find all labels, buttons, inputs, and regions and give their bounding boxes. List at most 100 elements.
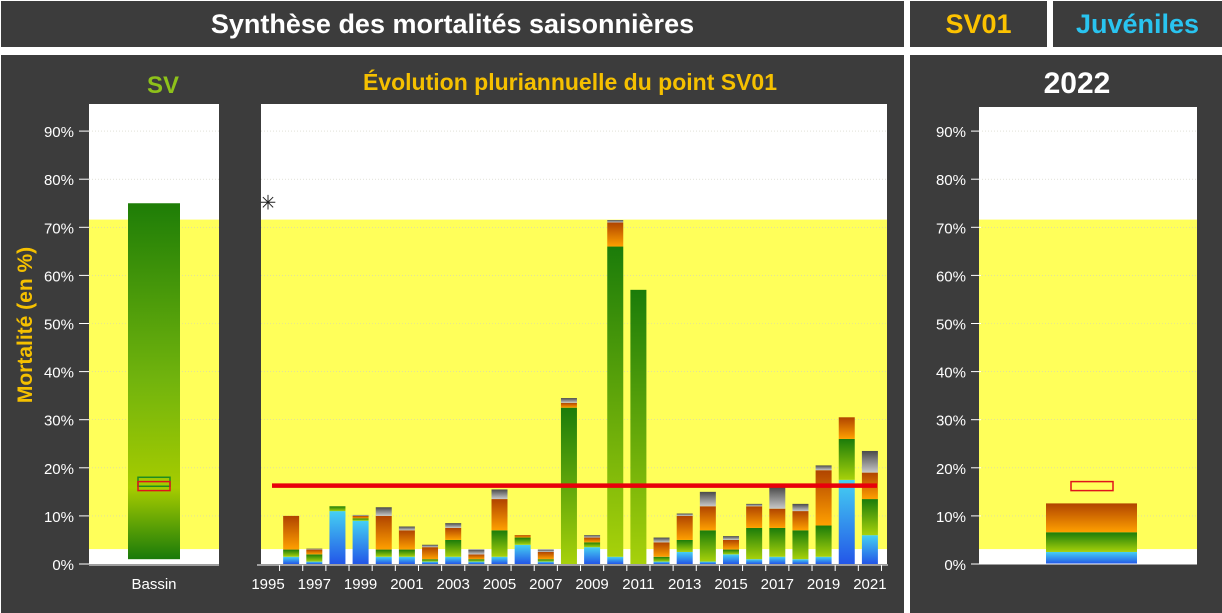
x-tick-label: 2019 bbox=[807, 576, 840, 593]
yellow-band-2 bbox=[979, 219, 1197, 550]
bar-2010-segment-0 bbox=[607, 556, 624, 564]
bar-2000-segment-1 bbox=[375, 549, 392, 557]
bar-2015-segment-3 bbox=[723, 536, 739, 540]
bar-1999-segment-1 bbox=[352, 518, 369, 521]
bar-2005-segment-2 bbox=[491, 499, 508, 531]
bar-2001-segment-0 bbox=[398, 556, 415, 564]
bar-2019-segment-2 bbox=[815, 470, 832, 526]
stage-box: Juvéniles bbox=[1053, 1, 1222, 47]
year-bar-segment-1 bbox=[1046, 532, 1137, 552]
y-tick-label: 40% bbox=[44, 365, 74, 382]
bar-2008-segment-2 bbox=[560, 402, 577, 408]
bar-2019-segment-3 bbox=[815, 465, 832, 471]
header-title-box: Synthèse des mortalités saisonnières bbox=[1, 1, 904, 47]
bar-2003-segment-0 bbox=[445, 556, 462, 564]
bar-2003-segment-2 bbox=[445, 527, 462, 540]
y-tick-label: 90% bbox=[44, 124, 74, 141]
bar-2009-segment-0 bbox=[584, 547, 601, 564]
x-tick-label: 2013 bbox=[668, 576, 701, 593]
site-code: SV01 bbox=[945, 8, 1012, 39]
bar-2010-segment-3 bbox=[607, 220, 624, 223]
bar-2003-segment-3 bbox=[445, 523, 462, 528]
bar-1997-segment-0 bbox=[306, 561, 323, 564]
bar-2018-segment-3 bbox=[792, 503, 809, 512]
life-stage: Juvéniles bbox=[1075, 8, 1200, 39]
history-chart-title: Évolution pluriannuelle du point SV01 bbox=[363, 68, 777, 95]
bar-2005-segment-0 bbox=[491, 556, 508, 564]
bar-2015-segment-1 bbox=[723, 549, 739, 555]
bassin-bar bbox=[128, 203, 180, 560]
bar-2006-segment-1 bbox=[514, 537, 531, 545]
bar-2005-segment-3 bbox=[491, 489, 508, 500]
bar-2012-segment-3 bbox=[653, 537, 670, 543]
x-tick-label: 1995 bbox=[251, 576, 284, 593]
y-tick-label: 80% bbox=[936, 172, 966, 189]
bar-2015-segment-0 bbox=[723, 554, 739, 564]
bar-2004-segment-3 bbox=[468, 549, 485, 555]
y-tick-label: 20% bbox=[936, 461, 966, 478]
bar-2017-segment-0 bbox=[769, 556, 786, 564]
bar-2009-segment-3 bbox=[584, 535, 601, 538]
bar-2014-segment-1 bbox=[699, 530, 716, 562]
bar-2018-segment-1 bbox=[792, 530, 809, 560]
bar-1999-segment-2 bbox=[352, 515, 369, 519]
bar-2017-segment-2 bbox=[769, 508, 786, 528]
bar-2007-segment-3 bbox=[537, 549, 554, 552]
x-tick-label: 2017 bbox=[761, 576, 794, 593]
bar-2001-segment-1 bbox=[398, 549, 415, 557]
year-red-marker bbox=[1070, 480, 1114, 492]
bar-2016-segment-3 bbox=[746, 503, 763, 507]
bar-2013-segment-2 bbox=[676, 515, 693, 540]
bar-2012-segment-1 bbox=[653, 556, 670, 562]
y-tick-label: 20% bbox=[44, 461, 74, 478]
y-tick-label: 10% bbox=[936, 509, 966, 526]
bar-2020-segment-0 bbox=[838, 479, 855, 564]
y-tick-label: 80% bbox=[44, 172, 74, 189]
y-tick-label: 30% bbox=[44, 413, 74, 430]
bar-2015-segment-2 bbox=[723, 539, 739, 550]
y-tick-label: 0% bbox=[52, 557, 74, 574]
x-tick-label: 2007 bbox=[529, 576, 562, 593]
x-tick-label: 2005 bbox=[483, 576, 516, 593]
bar-2004-segment-1 bbox=[468, 559, 485, 562]
bar-2005-segment-1 bbox=[491, 530, 508, 557]
y-tick-label: 0% bbox=[944, 557, 966, 574]
y-tick-label: 50% bbox=[936, 317, 966, 334]
x-tick-label: 2001 bbox=[390, 576, 423, 593]
year-chart-title: 2022 bbox=[1044, 67, 1111, 100]
bar-2018-segment-2 bbox=[792, 511, 809, 531]
bar-1996-segment-2 bbox=[283, 515, 300, 550]
y-tick-label: 70% bbox=[936, 220, 966, 237]
bar-1998-segment-0 bbox=[329, 511, 346, 564]
bar-2007-segment-0 bbox=[537, 561, 554, 564]
bar-2000-segment-0 bbox=[375, 556, 392, 564]
x-tick-label: 2015 bbox=[714, 576, 747, 593]
bar-2003-segment-1 bbox=[445, 539, 462, 557]
bar-2016-segment-0 bbox=[746, 559, 763, 564]
bar-1997-segment-2 bbox=[306, 549, 323, 555]
bar-2011-segment-1 bbox=[630, 289, 647, 564]
bar-2000-segment-2 bbox=[375, 515, 392, 550]
x-tick-bassin: Bassin bbox=[131, 576, 176, 593]
y-tick-label: 10% bbox=[44, 509, 74, 526]
bar-2021-segment-1 bbox=[861, 499, 878, 536]
bar-2019-segment-1 bbox=[815, 525, 832, 557]
page-title: Synthèse des mortalités saisonnières bbox=[210, 8, 695, 39]
x-tick-label: 1999 bbox=[344, 576, 377, 593]
bar-2013-segment-1 bbox=[676, 539, 693, 552]
bar-2012-segment-2 bbox=[653, 542, 670, 557]
y-tick-label: 70% bbox=[44, 220, 74, 237]
bar-2007-segment-2 bbox=[537, 551, 554, 560]
bar-2006-segment-0 bbox=[514, 544, 531, 564]
bar-2021-segment-3 bbox=[861, 450, 878, 473]
bar-2001-segment-3 bbox=[398, 526, 415, 531]
bar-2016-segment-2 bbox=[746, 506, 763, 528]
bar-2002-segment-1 bbox=[422, 559, 439, 562]
bar-1997-segment-3 bbox=[306, 548, 323, 550]
bar-1999-segment-0 bbox=[352, 520, 369, 564]
bar-2004-segment-0 bbox=[468, 561, 485, 564]
bar-2019-segment-0 bbox=[815, 556, 832, 564]
year-bar-segment-0 bbox=[1046, 551, 1137, 564]
year-bar-segment-2 bbox=[1046, 503, 1137, 533]
